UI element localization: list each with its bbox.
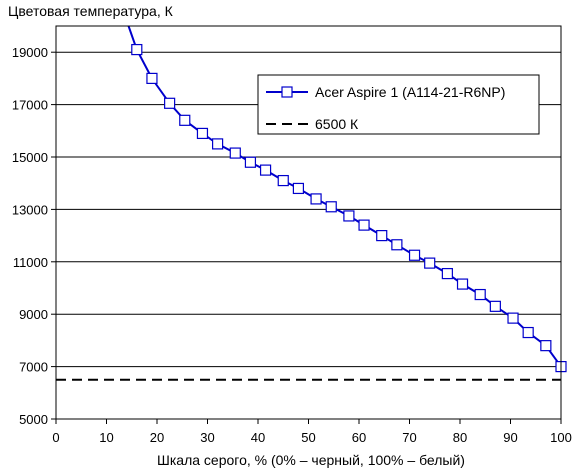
series-lines	[56, 26, 561, 381]
y-tick-label: 15000	[12, 150, 48, 165]
x-axis-title: Шкала серого, % (0% – черный, 100% – бел…	[157, 452, 465, 468]
data-point-marker	[408, 249, 421, 261]
data-point-marker	[522, 326, 534, 339]
y-tick-label: 19000	[12, 45, 48, 60]
x-tick-label: 90	[503, 430, 517, 445]
y-tick-label: 13000	[12, 202, 48, 217]
data-point-marker	[244, 156, 257, 168]
y-tick-label: 7000	[19, 360, 48, 375]
y-tick-label: 11000	[13, 255, 48, 270]
legend-label-series-1: Acer Aspire 1 (A114-21-R6NP)	[315, 84, 505, 100]
data-point-marker	[196, 127, 209, 140]
data-point-marker	[376, 230, 388, 242]
x-axis: 0 10 20 30 40 50 60 70 80 90 100	[52, 419, 572, 445]
data-point-marker	[212, 138, 224, 150]
x-tick-label: 70	[402, 430, 416, 445]
data-point-marker	[146, 72, 158, 85]
series-markers	[131, 43, 567, 373]
data-point-marker	[179, 114, 191, 126]
data-point-marker	[259, 164, 272, 176]
data-point-marker	[424, 257, 436, 269]
data-point-marker	[310, 193, 322, 205]
data-point-marker	[343, 210, 355, 222]
data-point-marker	[229, 147, 241, 159]
x-tick-label: 10	[99, 430, 113, 445]
y-tick-label: 5000	[19, 412, 48, 427]
data-point-marker	[507, 312, 519, 324]
x-tick-label: 60	[352, 430, 366, 445]
data-point-marker	[358, 219, 370, 231]
x-tick-label: 50	[301, 430, 315, 445]
x-tick-label: 0	[52, 430, 59, 445]
data-point-marker	[131, 43, 143, 56]
y-tick-label: 9000	[19, 307, 48, 322]
y-axis-title: Цветовая температура, К	[8, 3, 174, 19]
legend-marker-series-1	[281, 86, 293, 98]
data-point-marker	[489, 300, 501, 312]
x-tick-label: 20	[150, 430, 164, 445]
data-point-marker	[441, 267, 453, 280]
data-point-marker	[325, 201, 337, 213]
data-point-marker	[391, 239, 403, 251]
x-tick-label: 30	[200, 430, 214, 445]
y-axis: 5000 7000 9000 11000 13000 15000 17000 19000	[12, 45, 56, 427]
x-tick-label: 100	[550, 430, 572, 445]
legend: Acer Aspire 1 (A114-21-R6NP) 6500 К	[257, 74, 540, 135]
data-point-marker	[292, 182, 304, 195]
series-line-1	[127, 26, 561, 368]
y-tick-label: 17000	[12, 98, 48, 113]
grid	[56, 51, 561, 420]
x-tick-label: 40	[251, 430, 265, 445]
data-point-marker	[277, 174, 289, 187]
data-point-marker	[474, 288, 486, 301]
data-point-marker	[456, 278, 469, 290]
data-point-marker	[540, 340, 552, 352]
x-tick-label: 80	[453, 430, 467, 445]
legend-label-series-2: 6500 К	[315, 116, 359, 132]
data-point-marker	[164, 97, 176, 109]
